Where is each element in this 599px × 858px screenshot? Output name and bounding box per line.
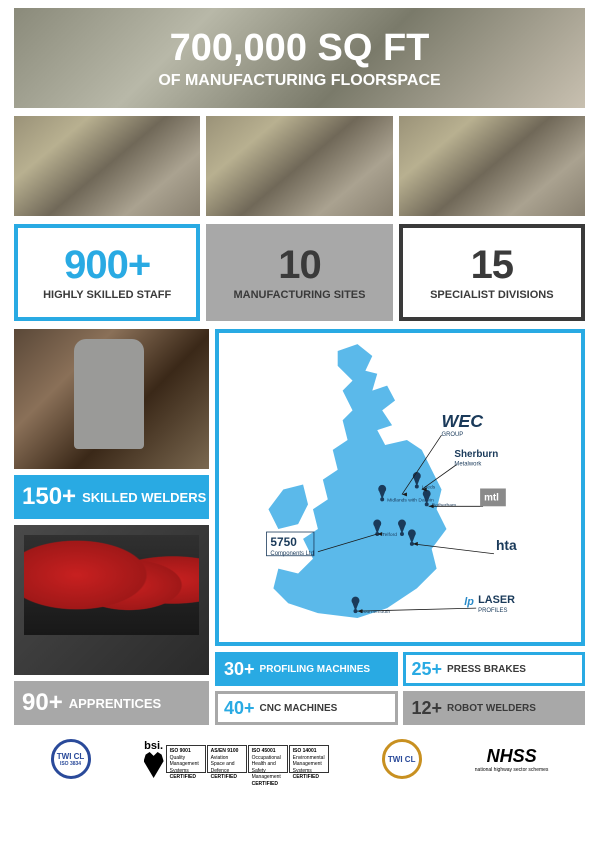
nhss-logo: NHSS national highway sector schemes [475,746,549,773]
hero-subline: OF MANUFACTURING FLOORSPACE [158,72,440,90]
bsi-cert-group: bsi. ISO 9001Quality Management SystemsC… [144,740,329,778]
stat-label: HIGHLY SKILLED STAFF [43,289,171,301]
factory-photo-row [14,116,585,216]
svg-text:LASER: LASER [478,594,515,606]
stat-value: 900+ [64,245,150,285]
stat-value: 150+ [22,483,76,511]
welders-photo [14,329,209,469]
cert-badge-icon: TWI CL [382,739,422,779]
equipment-stats-grid: 30+ PROFILING MACHINES 25+ PRESS BRAKES 40+ C… [215,652,585,725]
bsi-heart-icon [144,752,164,778]
svg-text:Telford: Telford [382,532,397,538]
hero-headline: 700,000 SQ FT [170,27,430,70]
cert-badge-icon: TWI CL ISO 3834 [51,739,91,779]
stat-value: 40+ [224,698,255,719]
equipment-stat: 40+ CNC MACHINES [215,691,398,725]
apprentices-stat-banner: 90+ APPRENTICES [14,681,209,725]
twi-cert-2: TWI CL [382,739,422,779]
factory-photo [399,116,585,216]
stat-label: PRESS BRAKES [447,664,526,675]
certifications-row: TWI CL ISO 3834 bsi. ISO 9001Quality Man… [14,731,585,787]
svg-text:Components Ltd: Components Ltd [270,551,313,557]
svg-text:WEC: WEC [442,411,485,431]
welders-stat-banner: 150+ SKILLED WELDERS [14,475,209,519]
svg-text:hta: hta [496,537,517,553]
hero-banner: 700,000 SQ FT OF MANUFACTURING FLOORSPAC… [14,8,585,108]
bsi-cert-box: ISO 14001Environmental Management System… [289,745,329,773]
stat-box: 900+ HIGHLY SKILLED STAFF [14,224,200,321]
apprentices-photo [14,525,209,675]
equipment-stat: 12+ ROBOT WELDERS [403,691,586,725]
bsi-cert-box: ISO 9001Quality Management SystemsCERTIF… [166,745,206,773]
svg-text:Bournemouth: Bournemouth [360,609,390,615]
svg-text:5750: 5750 [270,535,297,549]
equipment-stat: 25+ PRESS BRAKES [403,652,586,686]
svg-text:Metalwork: Metalwork [454,462,481,468]
twi-cert: TWI CL ISO 3834 [51,739,91,779]
stat-value: 10 [278,245,321,285]
stat-value: 12+ [412,698,443,719]
bsi-cert-box: AS/EN 9100Aviation Space and DefenceCERT… [207,745,247,773]
stat-value: 15 [471,245,514,285]
svg-text:Rotherham: Rotherham [432,502,456,508]
bsi-cert-box: ISO 45001Occupational Health and Safety … [248,745,288,773]
stat-value: 25+ [412,659,443,680]
stat-label: APPRENTICES [69,696,161,711]
factory-photo [14,116,200,216]
stat-label: PROFILING MACHINES [260,664,371,675]
svg-text:lp: lp [464,596,474,608]
stat-label: SKILLED WELDERS [82,490,206,505]
factory-photo [206,116,392,216]
svg-text:mtl: mtl [484,492,499,503]
stat-box: 15 SPECIALIST DIVISIONS [399,224,585,321]
bsi-label: bsi. [144,740,163,752]
svg-text:Sherburn: Sherburn [454,449,498,460]
stat-label: CNC MACHINES [260,703,338,714]
stat-label: SPECIALIST DIVISIONS [430,289,553,301]
stat-label: ROBOT WELDERS [447,703,536,714]
stat-value: 30+ [224,659,255,680]
svg-text:PROFILES: PROFILES [478,608,507,614]
equipment-stat: 30+ PROFILING MACHINES [215,652,398,686]
stat-value: 90+ [22,689,63,717]
stat-label: MANUFACTURING SITES [233,289,365,301]
top-stats-row: 900+ HIGHLY SKILLED STAFF 10 MANUFACTURING … [14,224,585,321]
stat-box: 10 MANUFACTURING SITES [206,224,392,321]
uk-map: Midlands with DarwinLeedsRotherhamTelfor… [215,329,585,646]
svg-text:GROUP: GROUP [442,432,464,438]
